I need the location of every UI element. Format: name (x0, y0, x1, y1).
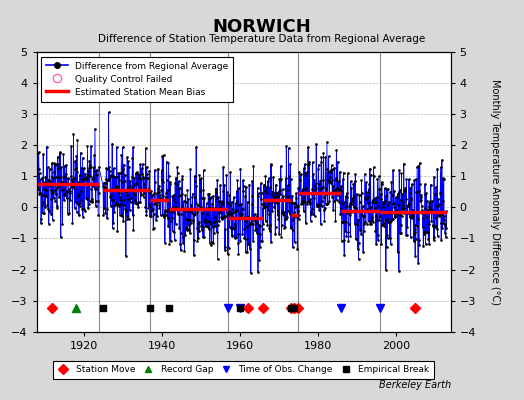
Legend: Station Move, Record Gap, Time of Obs. Change, Empirical Break: Station Move, Record Gap, Time of Obs. C… (53, 361, 434, 379)
Y-axis label: Monthly Temperature Anomaly Difference (°C): Monthly Temperature Anomaly Difference (… (490, 79, 500, 305)
Text: NORWICH: NORWICH (213, 18, 311, 36)
Text: Difference of Station Temperature Data from Regional Average: Difference of Station Temperature Data f… (99, 34, 425, 44)
Text: Berkeley Earth: Berkeley Earth (378, 380, 451, 390)
